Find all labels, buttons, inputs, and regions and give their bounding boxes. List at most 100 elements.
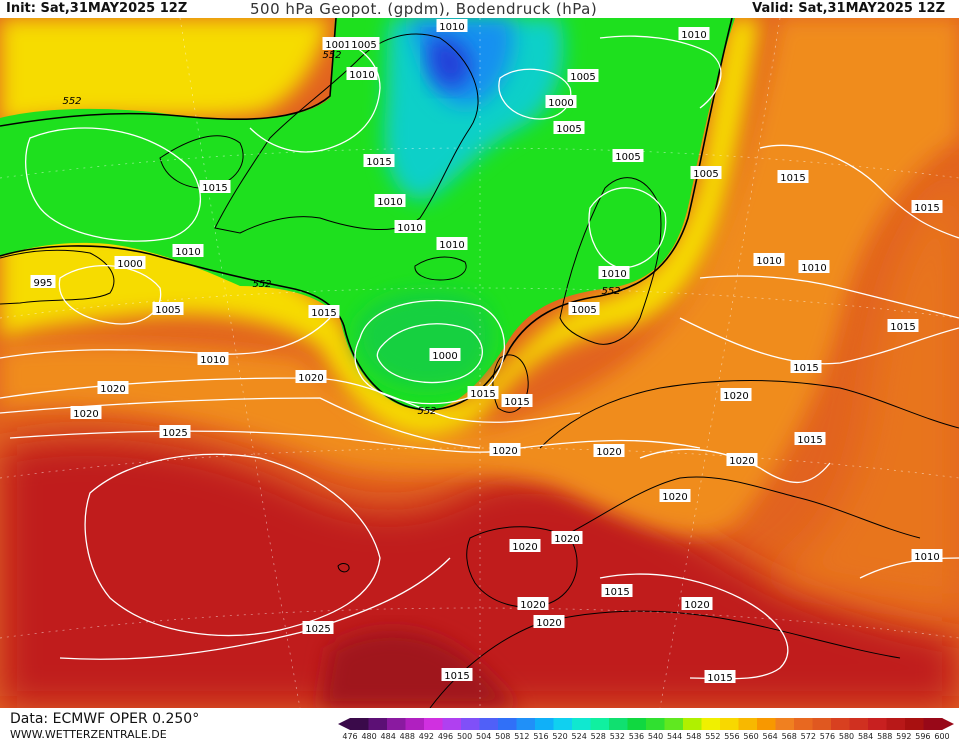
isobar-label-box xyxy=(363,154,395,167)
isobar-label-text: 1015 xyxy=(311,308,336,319)
isobar-label-box xyxy=(568,302,600,315)
isobar-label-box xyxy=(346,67,378,80)
isobar-label-box xyxy=(467,386,499,399)
colorbar-swatch xyxy=(479,718,499,730)
isobar-line-7 xyxy=(376,323,483,384)
isobar-label: 1010 xyxy=(436,19,468,33)
isobar-label: 1015 xyxy=(704,670,736,684)
isobar-label: 1020 xyxy=(517,597,549,611)
isobar-label: 1010 xyxy=(911,549,943,563)
colorbar-tick-label: 572 xyxy=(801,732,816,740)
isobar-label-text: 1001 xyxy=(325,40,350,51)
isobar-label-box xyxy=(533,615,565,628)
isobar-label-text: 1015 xyxy=(366,157,391,168)
isobar-label: 1020 xyxy=(726,453,758,467)
isobar-label-box xyxy=(659,489,691,502)
isobar-label-box xyxy=(598,266,630,279)
colorbar-tick-label: 568 xyxy=(782,732,797,740)
isobar-label: 1015 xyxy=(441,668,473,682)
colorbar-tick-label: 496 xyxy=(438,732,453,740)
colorbar-left-arrow xyxy=(338,718,350,730)
coast-azores-dot xyxy=(337,563,350,573)
isobar-label: 1020 xyxy=(593,444,625,458)
colorbar-swatch xyxy=(831,718,850,730)
isobar-label-text: 1010 xyxy=(681,30,706,41)
isobar-line-12 xyxy=(25,127,201,242)
isobar-label: 1015 xyxy=(794,432,826,446)
field-yellow-nw xyxy=(0,18,330,126)
isobar-line-17 xyxy=(599,573,789,680)
colorbar-tick-label: 532 xyxy=(610,732,625,740)
colorbar-swatch xyxy=(609,718,628,730)
geopot-label: 552 xyxy=(252,279,271,290)
isobar-line-9 xyxy=(588,187,667,269)
isobar-label: 1000 xyxy=(545,95,577,109)
isobar-label-box xyxy=(777,170,809,183)
isobar-label-box xyxy=(441,668,473,681)
isobar-label-text: 1005 xyxy=(351,40,376,51)
coast-labrador xyxy=(0,249,115,305)
valid-time-label: Valid: Sat,31MAY2025 12Z xyxy=(752,1,945,16)
geopot-label-text: 552 xyxy=(62,96,81,107)
colorbar-tick-label: 540 xyxy=(648,732,663,740)
isobar-label-text: 1000 xyxy=(432,351,457,362)
isobar-label-box xyxy=(302,621,334,634)
isobar-label-box xyxy=(199,180,231,193)
isobar-line-13 xyxy=(759,144,959,239)
colorbar-swatch xyxy=(794,718,813,730)
isobar-label-text: 1010 xyxy=(175,247,200,258)
isobar-label-box xyxy=(159,425,191,438)
data-source-label: Data: ECMWF OPER 0.250° xyxy=(10,711,200,727)
colorbar-swatch xyxy=(812,718,832,730)
init-time-label: Init: Sat,31MAY2025 12Z xyxy=(6,1,188,16)
colorbar-swatch xyxy=(849,718,869,730)
isobar-label-text: 1005 xyxy=(571,305,596,316)
isobar-label: 1015 xyxy=(777,170,809,184)
isobar-label-box xyxy=(436,19,468,32)
isobar-label-box xyxy=(97,381,129,394)
isobar-label: 1010 xyxy=(678,27,710,41)
isobar-label-text: 1010 xyxy=(439,240,464,251)
isobar-label-text: 1015 xyxy=(890,322,915,333)
geopot-labels: 552 552 552 552 552 xyxy=(62,50,620,417)
isobar-label-box xyxy=(553,121,585,134)
isobar-label: 1015 xyxy=(790,360,822,374)
isobar-label: 1005 xyxy=(348,37,380,51)
isobar-label-text: 1015 xyxy=(780,173,805,184)
isobar-label: 1015 xyxy=(887,319,919,333)
isobar-label-text: 1010 xyxy=(349,70,374,81)
geopot-552-line-north xyxy=(0,18,337,127)
isobar-label-text: 1010 xyxy=(397,223,422,234)
isobar-label-box xyxy=(322,37,354,50)
isobar-label-box xyxy=(429,348,461,361)
isobar-label-box xyxy=(70,406,102,419)
website-label[interactable]: WWW.WETTERZENTRALE.DE xyxy=(10,728,167,741)
isobar-label: 1001 xyxy=(322,37,354,51)
isobar-label-text: 1015 xyxy=(914,203,939,214)
field-deep-low xyxy=(428,37,471,88)
colorbar-tick-label: 504 xyxy=(476,732,491,740)
isobar-label-text: 1015 xyxy=(604,587,629,598)
isobar-label-text: 1000 xyxy=(548,98,573,109)
geopot-552-contour xyxy=(0,18,733,411)
isobar-label-box xyxy=(348,37,380,50)
isobar-label-text: 1020 xyxy=(554,534,579,545)
isobar-line-5 xyxy=(59,557,451,660)
colorbar-tick-label: 484 xyxy=(381,732,396,740)
isobar-label-text: 1010 xyxy=(914,552,939,563)
geopot-label-text: 552 xyxy=(417,406,436,417)
isobar-label-text: 1010 xyxy=(200,355,225,366)
isobar-label: 1010 xyxy=(598,266,630,280)
isobar-label-box xyxy=(887,319,919,332)
isobar-label: 1010 xyxy=(172,244,204,258)
colorbar-swatch xyxy=(553,718,573,730)
footer-bar: Data: ECMWF OPER 0.250° WWW.WETTERZENTRA… xyxy=(0,708,959,741)
isobar-label-text: 1025 xyxy=(305,624,330,635)
colorbar-tick-label: 508 xyxy=(495,732,510,740)
isobar-label-text: 1000 xyxy=(117,259,142,270)
colorbar-tick-label: 520 xyxy=(552,732,567,740)
field-green-dark xyxy=(355,291,493,389)
isobar-label-box xyxy=(911,200,943,213)
